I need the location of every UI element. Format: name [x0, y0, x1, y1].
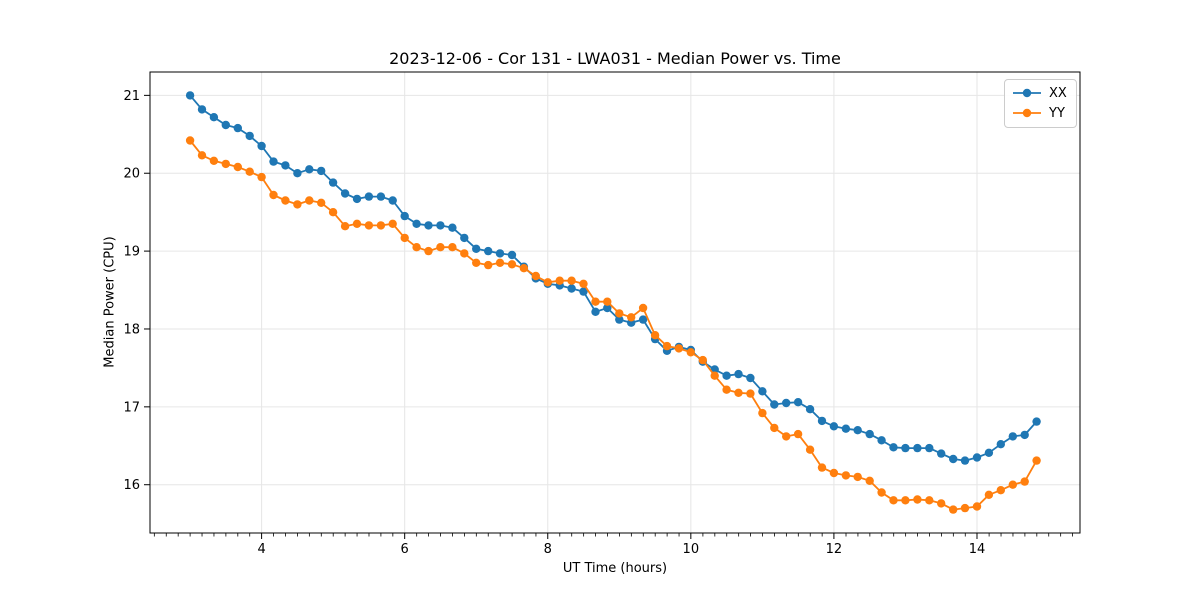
svg-text:17: 17 — [123, 400, 140, 415]
legend: XX YY — [1004, 79, 1077, 128]
legend-label-xx: XX — [1049, 86, 1067, 101]
svg-text:18: 18 — [123, 322, 140, 337]
legend-line-marker-yy — [1012, 104, 1042, 123]
svg-text:8: 8 — [544, 542, 552, 557]
chart-title: 2023-12-06 - Cor 131 - LWA031 - Median P… — [389, 49, 841, 68]
svg-text:14: 14 — [969, 542, 986, 557]
svg-text:10: 10 — [683, 542, 700, 557]
svg-text:16: 16 — [123, 478, 140, 493]
legend-entry-yy: YY — [1012, 104, 1067, 123]
x-axis-label: UT Time (hours) — [562, 561, 668, 576]
svg-text:12: 12 — [826, 542, 843, 557]
svg-text:4: 4 — [257, 542, 265, 557]
svg-text:6: 6 — [401, 542, 409, 557]
legend-entry-xx: XX — [1012, 84, 1067, 103]
legend-line-marker-xx — [1012, 84, 1042, 103]
svg-text:21: 21 — [123, 89, 140, 104]
svg-text:19: 19 — [123, 245, 140, 260]
legend-label-yy: YY — [1049, 106, 1065, 121]
svg-text:20: 20 — [123, 167, 140, 182]
y-axis-label: Median Power (CPU) — [102, 236, 118, 368]
